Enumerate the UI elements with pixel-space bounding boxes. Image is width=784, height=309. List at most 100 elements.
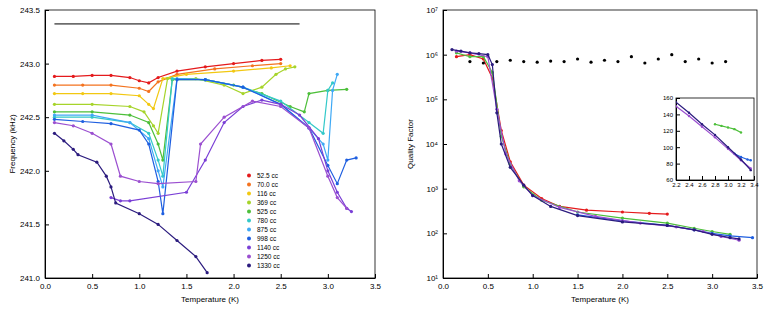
data-point <box>279 62 282 65</box>
tick: 160 <box>663 95 680 101</box>
tick-mark <box>45 171 49 172</box>
tick-label: 160 <box>663 95 674 101</box>
data-point <box>147 137 150 140</box>
data-point <box>251 64 254 67</box>
tick: 3.4 <box>750 176 759 188</box>
tick: 3.0 <box>323 274 335 291</box>
data-point <box>549 59 552 62</box>
data-point <box>138 87 141 90</box>
data-point <box>53 132 56 135</box>
tick-label: 10⁵ <box>426 95 438 104</box>
y-axis-line <box>676 99 677 181</box>
legend-marker <box>247 192 251 196</box>
tick-label: 1.5 <box>573 282 585 291</box>
data-point <box>284 67 287 70</box>
data-point <box>279 100 282 103</box>
series-line <box>54 80 356 214</box>
tick: 100 <box>663 145 680 151</box>
data-point <box>720 125 722 127</box>
data-point <box>157 158 160 161</box>
series-line <box>54 64 280 92</box>
tick-label: 10⁶ <box>426 51 438 60</box>
data-point <box>531 194 534 197</box>
tick-mark <box>443 278 447 279</box>
legend-marker <box>247 219 251 223</box>
tick-label: 100 <box>663 145 674 151</box>
tick-label: 10³ <box>426 185 438 194</box>
tick: 2.6 <box>698 176 707 188</box>
tick: 2.0 <box>229 274 241 291</box>
data-point <box>72 75 75 78</box>
plot-frame <box>45 10 375 278</box>
data-point <box>522 60 525 63</box>
tick-label: 1.0 <box>134 282 146 291</box>
data-point <box>53 103 56 106</box>
data-point <box>643 61 646 64</box>
tick-label: 2.0 <box>229 282 241 291</box>
legend-marker <box>247 228 251 232</box>
data-point <box>303 110 306 113</box>
data-point <box>355 156 358 159</box>
tick-label: 0.0 <box>438 282 450 291</box>
tick-mark <box>712 274 713 278</box>
tick-mark <box>443 99 447 100</box>
tick: 3.0 <box>724 176 733 188</box>
data-point <box>621 216 624 219</box>
data-point <box>616 60 619 63</box>
data-point <box>648 212 651 215</box>
data-point <box>331 89 334 92</box>
tick-label: 3.0 <box>707 282 719 291</box>
tick: 1.0 <box>528 274 540 291</box>
data-point <box>232 70 235 73</box>
data-point <box>701 123 703 125</box>
data-point <box>204 65 207 68</box>
tick-label: 1.0 <box>528 282 540 291</box>
data-point <box>274 73 277 76</box>
x-axis-line <box>444 278 758 279</box>
data-point <box>81 92 84 95</box>
legend-marker <box>247 210 251 214</box>
data-point <box>138 128 141 131</box>
tick-mark <box>622 274 623 278</box>
data-point <box>509 59 512 62</box>
tick-mark <box>757 274 758 278</box>
tick: 3.5 <box>370 274 382 291</box>
tick-label: 60 <box>666 177 673 183</box>
data-point <box>336 73 339 76</box>
data-point <box>142 110 145 113</box>
tick-mark <box>676 180 680 181</box>
tick-label: 3.2 <box>737 182 746 188</box>
tick-label: 2.5 <box>276 282 288 291</box>
tick-mark <box>676 131 680 132</box>
data-point <box>468 51 471 54</box>
data-point <box>81 83 84 86</box>
tick-mark <box>281 274 282 278</box>
data-point <box>326 158 329 161</box>
data-point <box>331 81 334 84</box>
data-point <box>657 57 660 60</box>
data-point <box>128 76 131 79</box>
data-point <box>199 142 202 145</box>
data-point <box>740 131 742 133</box>
y-axis: 241.0241.5242.0242.5243.0243.5 <box>20 6 49 283</box>
tick: 1.5 <box>573 274 585 291</box>
data-point <box>563 60 566 63</box>
y-axis: 6080100120140160 <box>663 95 680 183</box>
data-point <box>91 110 94 113</box>
tick: 241.0 <box>20 274 49 283</box>
tick-mark <box>139 274 140 278</box>
data-point <box>468 51 471 54</box>
data-point <box>147 81 150 84</box>
y-axis-title: Quality Factor <box>406 119 415 169</box>
data-point <box>701 126 703 128</box>
data-point <box>109 92 112 95</box>
data-point <box>161 212 164 215</box>
data-point <box>91 113 94 116</box>
series-line <box>54 101 346 208</box>
data-point <box>522 184 525 187</box>
data-point <box>72 124 75 127</box>
tick-label: 242.5 <box>20 113 41 122</box>
data-point <box>336 196 339 199</box>
data-point <box>455 55 458 58</box>
data-point <box>750 159 752 161</box>
